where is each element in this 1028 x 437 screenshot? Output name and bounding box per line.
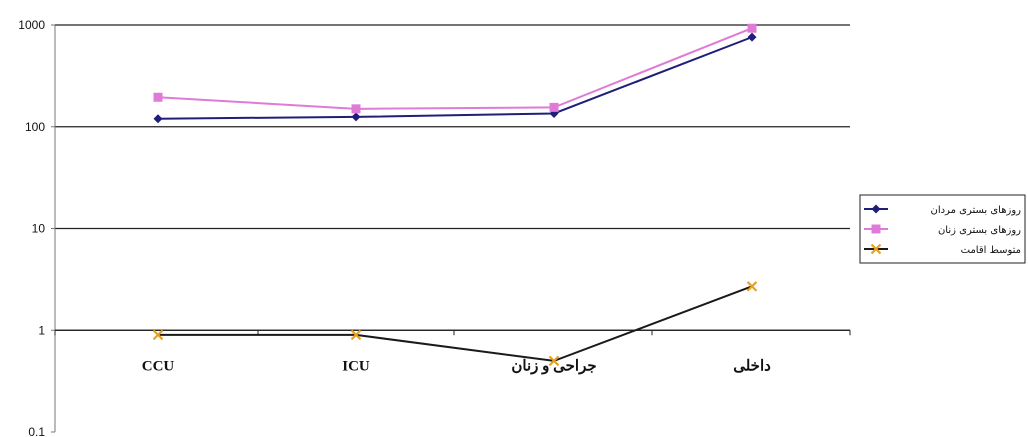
- x-category-label: جراحی و زنان: [511, 358, 596, 374]
- legend-label: روزهای بستری مردان: [930, 205, 1021, 216]
- series-3: [152, 281, 758, 367]
- legend-entry: متوسط اقامت: [864, 243, 1021, 256]
- data-point: [350, 329, 362, 341]
- data-point: [153, 92, 163, 102]
- series-line: [158, 285, 753, 362]
- legend: روزهای بستری مردان روزهای بستری زنان متوسط…: [859, 194, 1026, 264]
- data-point: [549, 102, 559, 112]
- data-point: [548, 355, 560, 367]
- legend-label: متوسط اقامت: [961, 245, 1021, 256]
- axes: [51, 24, 851, 433]
- data-point-stroke: [548, 355, 560, 367]
- data-point: [747, 23, 757, 33]
- legend-entry: روزهای بستری زنان: [864, 224, 1021, 236]
- data-point: [152, 329, 164, 341]
- y-tick-label-0.1: 0.1: [28, 425, 45, 437]
- series-line: [157, 27, 753, 110]
- series-group: [152, 23, 758, 367]
- data-point-stroke: [152, 329, 164, 341]
- y-tick-label-10: 10: [32, 222, 46, 236]
- y-tick-label-1: 1: [38, 323, 45, 337]
- data-point: [351, 112, 361, 122]
- y-tick-label-1000: 1000: [18, 18, 45, 32]
- series-line: [157, 36, 753, 120]
- data-point: [871, 204, 881, 214]
- data-point: [747, 32, 757, 42]
- x-category-label: CCU: [142, 358, 175, 374]
- data-point: [746, 281, 758, 292]
- data-point: [153, 114, 163, 124]
- data-point-stroke: [350, 329, 362, 341]
- legend-entry: روزهای بستری مردان: [864, 204, 1021, 216]
- series-2: [153, 23, 757, 114]
- legend-label: روزهای بستری زنان: [938, 225, 1021, 236]
- y-tick-label-100: 100: [25, 120, 45, 134]
- y-axis-tick-labels: 0.1 1 10 100 1000: [18, 18, 45, 437]
- data-point: [871, 224, 881, 234]
- data-point: [351, 104, 361, 114]
- x-category-label: ICU: [342, 358, 370, 374]
- x-category-label: داخلی: [733, 358, 771, 374]
- x-axis-category-labels: CCU ICU جراحی و زنان داخلی: [142, 358, 771, 374]
- data-point-stroke: [870, 243, 882, 255]
- data-point: [870, 243, 882, 255]
- data-point-stroke: [746, 281, 758, 292]
